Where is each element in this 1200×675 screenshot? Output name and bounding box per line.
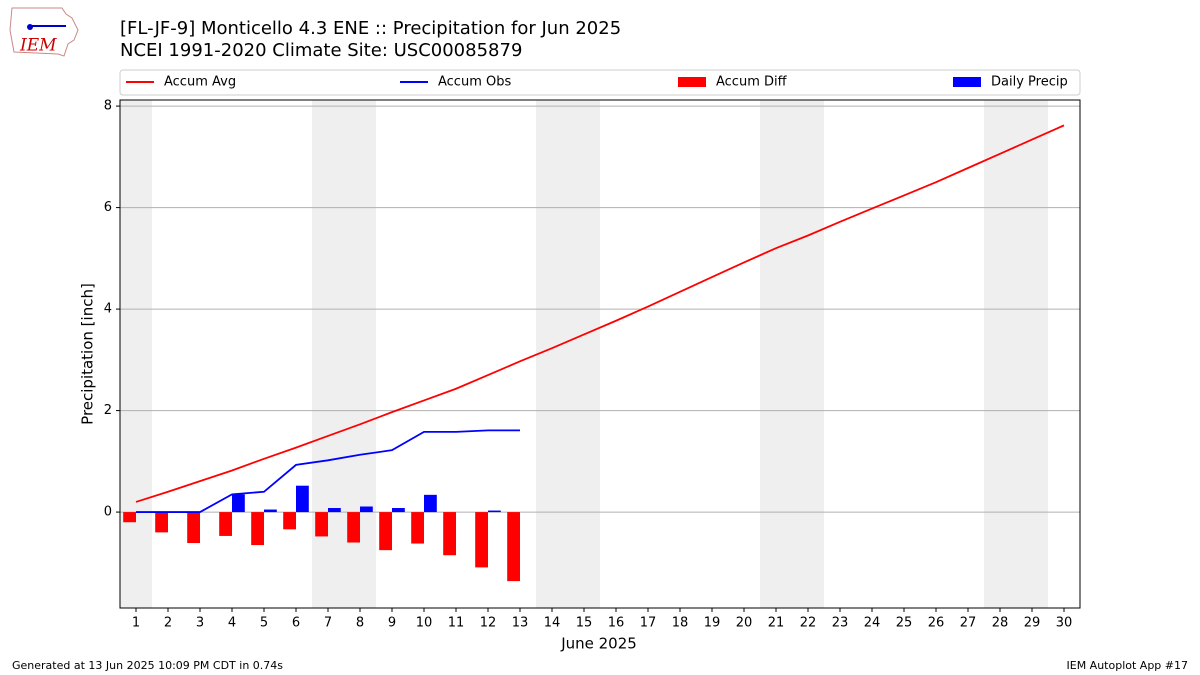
- logo-dot: [27, 24, 33, 30]
- x-tick-label: 8: [356, 616, 364, 631]
- weekend-band: [792, 100, 824, 608]
- bar: [424, 494, 437, 513]
- y-tick-label: 6: [104, 200, 112, 215]
- x-tick-label: 1: [132, 616, 140, 631]
- footer-left: Generated at 13 Jun 2025 10:09 PM CDT in…: [12, 659, 283, 672]
- weekend-band: [760, 100, 792, 608]
- x-tick-label: 25: [896, 616, 913, 631]
- bar: [392, 508, 405, 513]
- y-tick-label: 4: [104, 302, 112, 317]
- x-tick-label: 23: [832, 616, 849, 631]
- bar: [251, 512, 264, 546]
- weekend-band: [536, 100, 568, 608]
- legend-swatch: [953, 77, 981, 87]
- weekend-band: [568, 100, 600, 608]
- x-tick-label: 29: [1024, 616, 1041, 631]
- y-tick-label: 0: [104, 505, 112, 520]
- bar: [328, 508, 341, 513]
- bar: [360, 506, 373, 513]
- logo-text: IEM: [19, 36, 57, 56]
- bar: [488, 510, 501, 513]
- x-tick-label: 24: [864, 616, 881, 631]
- weekend-band: [1016, 100, 1048, 608]
- legend-label: Accum Obs: [438, 75, 511, 90]
- footer-right: IEM Autoplot App #17: [1067, 659, 1189, 672]
- bar: [315, 512, 328, 537]
- logo: IEM: [9, 7, 79, 57]
- x-tick-label: 27: [960, 616, 977, 631]
- bar: [283, 512, 296, 530]
- x-tick-label: 4: [228, 616, 236, 631]
- x-tick-label: 3: [196, 616, 204, 631]
- x-tick-label: 10: [416, 616, 433, 631]
- x-tick-label: 9: [388, 616, 396, 631]
- x-tick-label: 11: [448, 616, 465, 631]
- y-tick-label: 2: [104, 403, 112, 418]
- weekend-band: [984, 100, 1016, 608]
- x-tick-label: 19: [704, 616, 721, 631]
- bar: [219, 512, 232, 536]
- x-tick-label: 20: [736, 616, 753, 631]
- plot-frame: [119, 99, 1081, 609]
- x-tick-label: 15: [576, 616, 593, 631]
- chart-subtitle: NCEI 1991-2020 Climate Site: USC00085879: [120, 40, 522, 61]
- line: [135, 124, 1065, 503]
- legend-box: [119, 69, 1081, 96]
- bar: [187, 512, 200, 544]
- x-tick-label: 30: [1056, 616, 1073, 631]
- x-tick-label: 6: [292, 616, 300, 631]
- bar: [347, 512, 360, 543]
- bar: [232, 494, 245, 513]
- x-tick-label: 5: [260, 616, 268, 631]
- bar: [475, 512, 488, 568]
- legend-label: Daily Precip: [991, 75, 1068, 90]
- x-tick-label: 7: [324, 616, 332, 631]
- x-tick-label: 26: [928, 616, 945, 631]
- legend-swatch: [678, 77, 706, 87]
- x-axis-label: June 2025: [560, 635, 637, 653]
- weekend-band: [120, 100, 152, 608]
- x-tick-label: 21: [768, 616, 785, 631]
- legend-label: Accum Avg: [164, 75, 236, 90]
- bar: [443, 512, 456, 556]
- line: [136, 429, 520, 513]
- bar: [507, 512, 520, 582]
- bar: [123, 512, 136, 523]
- bar: [411, 512, 424, 544]
- x-tick-label: 18: [672, 616, 689, 631]
- x-tick-label: 14: [544, 616, 561, 631]
- x-tick-label: 17: [640, 616, 657, 631]
- logo-outline: [9, 7, 79, 57]
- legend-label: Accum Diff: [716, 75, 788, 90]
- y-axis-label: Precipitation [inch]: [79, 283, 97, 425]
- x-tick-label: 2: [164, 616, 172, 631]
- x-tick-label: 22: [800, 616, 817, 631]
- x-tick-label: 13: [512, 616, 529, 631]
- x-tick-label: 16: [608, 616, 625, 631]
- bar: [296, 485, 309, 513]
- x-tick-label: 28: [992, 616, 1009, 631]
- x-tick-label: 12: [480, 616, 497, 631]
- bar: [155, 512, 168, 533]
- y-tick-label: 8: [104, 99, 112, 114]
- bar: [379, 512, 392, 551]
- chart-title: [FL-JF-9] Monticello 4.3 ENE :: Precipit…: [120, 18, 621, 39]
- bar: [264, 509, 277, 513]
